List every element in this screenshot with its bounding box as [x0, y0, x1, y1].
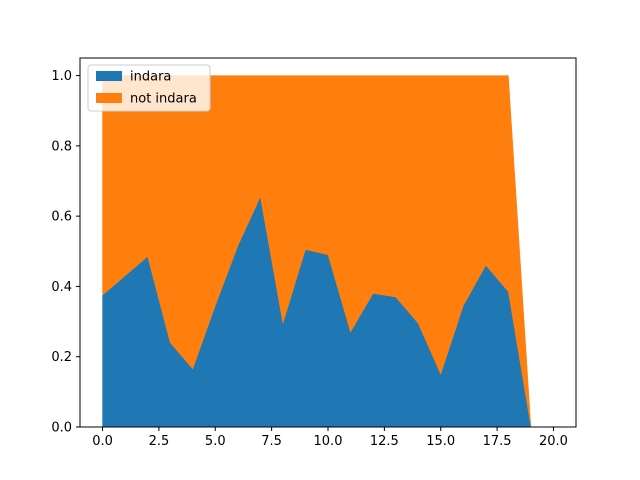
x-tick-label: 17.5 [483, 434, 512, 449]
x-tick-label: 10.0 [314, 434, 343, 449]
y-tick-label: 0.0 [51, 421, 72, 436]
x-tick-label: 15.0 [426, 434, 455, 449]
legend-swatch [96, 93, 122, 103]
x-tick-label: 12.5 [370, 434, 399, 449]
y-axis-ticks: 0.0 0.2 0.4 0.6 0.8 1.0 [51, 69, 80, 436]
legend-swatch [96, 71, 122, 81]
x-tick-label: 7.5 [261, 434, 282, 449]
legend-label: not indara [130, 92, 197, 107]
y-tick-label: 0.6 [51, 210, 72, 225]
legend: indara not indara [87, 64, 211, 112]
area-series-group [102, 75, 532, 428]
y-tick-label: 0.4 [51, 280, 72, 295]
y-tick-label: 1.0 [51, 69, 72, 84]
legend-label: indara [130, 70, 171, 85]
x-tick-label: 2.5 [149, 434, 170, 449]
x-tick-label: 0.0 [92, 434, 113, 449]
x-axis-ticks: 0.0 2.5 5.0 7.5 10.0 12.5 15.0 17.5 20.0 [92, 427, 568, 449]
area-series-1 [102, 75, 532, 428]
y-tick-label: 0.8 [51, 139, 72, 154]
y-tick-label: 0.2 [51, 350, 72, 365]
x-tick-label: 5.0 [205, 434, 226, 449]
x-tick-label: 20.0 [539, 434, 568, 449]
